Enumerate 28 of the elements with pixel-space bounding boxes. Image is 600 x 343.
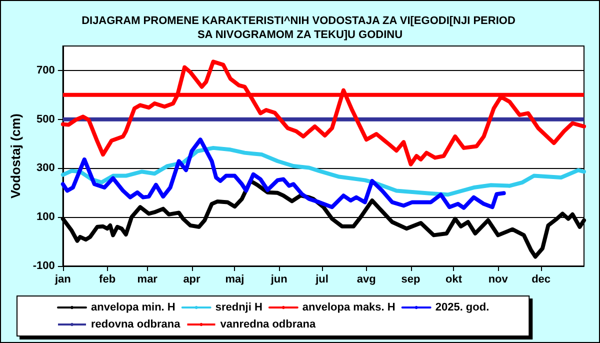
x-tick-label: sep [401,274,421,286]
legend-label: anvelopa min. H [91,302,176,314]
x-tick-label: avg [356,274,376,286]
chart-title: DIJAGRAM PROMENE KARAKTERISTI^NIH VODOSTAJA ZA VI[EGODI[NJI PERIOD SA NIVOGRAMOM ZA TEKU]U GODINU [82,15,518,41]
y-tick-label: 100 [36,211,55,224]
legend-label: 2025. god. [435,302,490,314]
x-tick-label: okt [445,274,462,286]
x-tick-label: apr [183,274,202,286]
line-series [60,60,586,166]
y-tick-label: 300 [36,162,55,174]
legend-label: vanredna odbrana [220,318,316,330]
x-tick-label: jan [54,274,72,286]
x-tick-label: nov [488,274,509,286]
x-tick-label: jul [314,274,328,286]
y-axis-title: Vodostaj (cm) [8,114,23,198]
line-series [60,146,586,197]
y-tick-label: 700 [36,64,55,76]
x-tick-label: feb [99,274,116,286]
x-tick-label: jun [270,274,288,286]
y-tick-label: 500 [36,113,55,126]
y-tick-label: -100 [32,260,55,272]
line-series [60,138,506,210]
x-tick-label: mar [137,274,158,286]
x-tick-label: maj [225,274,244,286]
legend-label: srednji H [215,302,262,314]
legend-label: anvelopa maks. H [302,302,396,314]
x-tick-label: dec [532,274,551,286]
legend-label: redovna odbrana [91,318,182,330]
